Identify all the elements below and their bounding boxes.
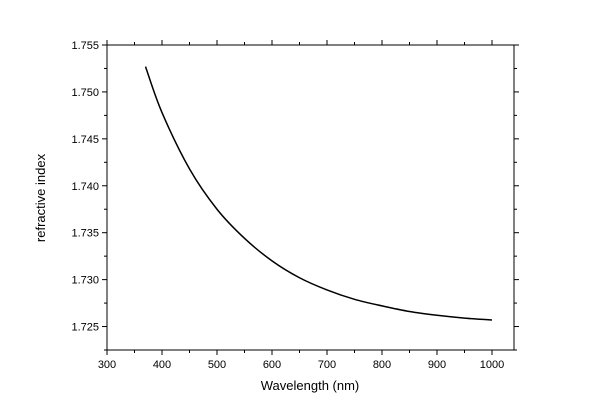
x-tick-label: 900: [428, 359, 446, 371]
y-tick-label: 1.745: [71, 134, 99, 146]
y-tick-label: 1.725: [71, 322, 99, 334]
refractive-index-curve: [144, 66, 493, 321]
x-tick-label: 600: [263, 359, 281, 371]
plot-frame: [106, 44, 515, 351]
y-tick-label: 1.735: [71, 228, 99, 240]
x-tick-label: 700: [318, 359, 336, 371]
y-tick-label: 1.730: [71, 275, 99, 287]
y-tick-label: 1.750: [71, 87, 99, 99]
x-axis-ticks: 300 400 500 600 700 800 900 1000: [98, 40, 504, 371]
x-tick-label: 800: [373, 359, 391, 371]
y-axis-title: refractive index: [33, 153, 48, 242]
x-tick-label: 300: [98, 359, 116, 371]
plot-area: [106, 44, 515, 351]
x-tick-label: 500: [208, 359, 226, 371]
x-tick-label: 1000: [480, 359, 504, 371]
x-axis-title: Wavelength (nm): [261, 378, 360, 393]
x-tick-label: 400: [153, 359, 171, 371]
y-axis-ticks: 1.725 1.730 1.735 1.740 1.745 1.750 1.755: [71, 40, 519, 351]
y-tick-label: 1.740: [71, 181, 99, 193]
y-tick-label: 1.755: [71, 40, 99, 52]
